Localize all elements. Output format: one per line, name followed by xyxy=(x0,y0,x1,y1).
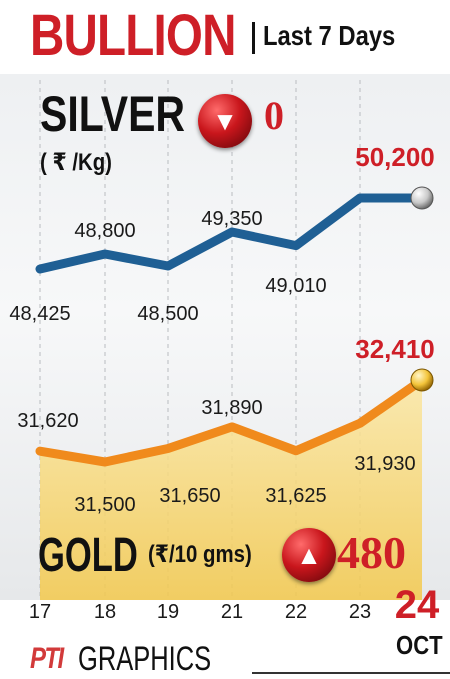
gold-change-value: 480 xyxy=(337,527,406,578)
arrow-up-icon: ▲ xyxy=(296,540,322,570)
silver-value-label-17: 48,425 xyxy=(9,303,70,325)
title-separator xyxy=(252,22,255,54)
month-label: OCT xyxy=(396,630,443,660)
gold-value-label-19: 31,650 xyxy=(159,485,220,507)
chart-subtitle: Last 7 Days xyxy=(263,20,396,51)
gold-unit: (₹/10 gms) xyxy=(148,541,252,568)
silver-value-label-19: 48,500 xyxy=(137,303,198,325)
footer-rule xyxy=(252,672,450,674)
gold-series-line xyxy=(35,375,427,467)
graphics-label: GRAPHICS xyxy=(78,640,212,678)
arrow-down-icon: ▼ xyxy=(212,106,238,136)
header: BULLION Last 7 Days xyxy=(0,0,450,72)
gold-label: GOLD xyxy=(38,529,138,582)
x-tick-label-24: 24 xyxy=(395,583,440,627)
silver-value-label-22: 49,010 xyxy=(265,275,326,297)
silver-value-label-18: 48,800 xyxy=(74,220,135,242)
silver-change-value: 0 xyxy=(264,93,284,138)
gold-change-badge: ▲ xyxy=(282,528,336,582)
x-tick-label-19: 19 xyxy=(157,601,179,623)
silver-change-badge: ▼ xyxy=(198,94,252,148)
silver-unit: ( ₹ /Kg) xyxy=(40,149,112,176)
pti-logo: PTI xyxy=(30,642,64,675)
silver-value-label-24: 50,200 xyxy=(355,142,435,172)
gold-value-label-17: 31,620 xyxy=(17,410,78,432)
x-tick-label-17: 17 xyxy=(29,601,51,623)
silver-label: SILVER xyxy=(40,86,186,142)
gold-end-marker xyxy=(410,368,434,392)
gold-value-label-21: 31,890 xyxy=(201,397,262,419)
x-tick-label-18: 18 xyxy=(94,601,116,623)
silver-series-line xyxy=(35,193,427,274)
x-tick-label-22: 22 xyxy=(285,601,307,623)
gold-value-label-22: 31,625 xyxy=(265,485,326,507)
gold-value-label-18: 31,500 xyxy=(74,494,135,516)
x-tick-label-23: 23 xyxy=(349,601,371,623)
chart-title: BULLION xyxy=(30,3,236,68)
silver-end-marker xyxy=(410,186,434,210)
silver-value-label-21: 49,350 xyxy=(201,208,262,230)
gold-value-label-24: 32,410 xyxy=(355,334,435,364)
gold-value-label-23: 31,930 xyxy=(354,453,415,475)
x-tick-label-21: 21 xyxy=(221,601,243,623)
